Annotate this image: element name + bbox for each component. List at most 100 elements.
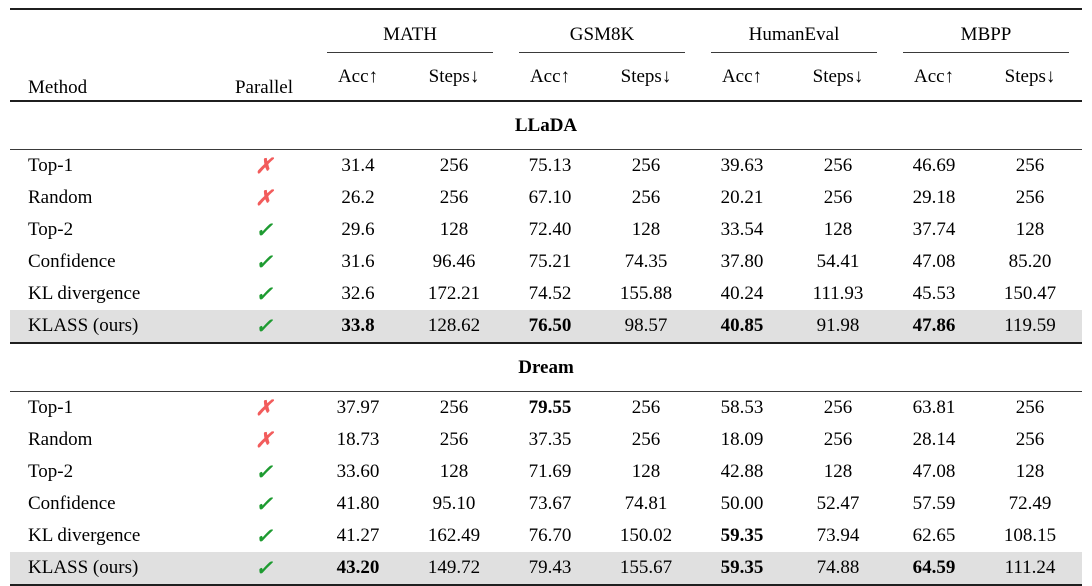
- value-cell: 64.59: [890, 552, 979, 586]
- value-cell: 128.62: [402, 310, 506, 343]
- value-cell: 79.43: [506, 552, 594, 586]
- col-header-steps: Steps↓: [1004, 66, 1056, 87]
- col-header-acc: Acc↑: [913, 66, 955, 87]
- table-row: KL divergence ✓ 41.27 162.49 76.70 150.02 59.3…: [10, 520, 1082, 552]
- col-header-steps: Steps↓: [428, 66, 480, 87]
- table-row: Confidence ✓ 31.6 96.46 75.21 74.35 37.80 54.41…: [10, 246, 1082, 278]
- value-cell: 73.67: [528, 493, 572, 514]
- col-group-mbpp-label: MBPP: [903, 24, 1070, 53]
- table-row: KLASS (ours) ✓ 33.8 128.62 76.50 98.57 40.85 91…: [10, 310, 1083, 343]
- col-header-acc: Acc↑: [721, 66, 763, 87]
- value-cell: 172.21: [427, 283, 481, 304]
- table-row: Random ✗ 26.2 256 67.10 256 20.21 256 29.18 256: [10, 182, 1082, 214]
- value-cell: 47.86: [890, 310, 979, 343]
- value-cell: 128: [823, 219, 853, 240]
- value-cell: 50.00: [720, 493, 764, 514]
- value-cell: 29.18: [912, 187, 956, 208]
- value-cell: 128: [823, 461, 853, 482]
- value-cell: 96.46: [432, 251, 476, 272]
- value-cell: 128: [631, 219, 661, 240]
- value-cell: 91.98: [786, 310, 891, 343]
- value-cell: 128: [631, 461, 661, 482]
- col-group-gsm8k: GSM8K: [506, 9, 698, 54]
- check-icon: ✓: [255, 523, 273, 548]
- table-row: Top-1 ✗ 37.97 256 79.55 256 58.53 256 63.81 256: [10, 392, 1082, 425]
- value-cell: 150.02: [619, 525, 673, 546]
- col-group-mbpp: MBPP: [890, 9, 1082, 54]
- value-cell: 98.57: [594, 310, 698, 343]
- value-cell: 63.81: [912, 397, 956, 418]
- method-cell: Top-1: [28, 397, 74, 418]
- table-body: LLaDA Top-1 ✗ 31.4 256 75.13 256 39.63 256 46.69 2…: [10, 100, 1083, 586]
- value-cell: 41.27: [336, 525, 380, 546]
- check-icon: ✓: [255, 217, 273, 242]
- check-icon: ✓: [255, 249, 273, 274]
- cross-icon: ✗: [255, 427, 273, 452]
- value-cell: 85.20: [1008, 251, 1052, 272]
- value-cell: 40.24: [720, 283, 764, 304]
- value-cell: 74.81: [624, 493, 668, 514]
- value-cell: 33.60: [336, 461, 380, 482]
- value-cell: 76.50: [506, 310, 594, 343]
- value-cell: 256: [823, 187, 853, 208]
- value-cell: 111.24: [978, 552, 1083, 586]
- section-band-dream: Dream: [10, 342, 1083, 392]
- method-cell: Random: [28, 187, 93, 208]
- cross-icon: ✗: [255, 153, 273, 178]
- value-cell: 28.14: [912, 429, 956, 450]
- col-header-parallel: Parallel: [234, 77, 294, 98]
- col-header-steps: Steps↓: [812, 66, 864, 87]
- table-row: Random ✗ 18.73 256 37.35 256 18.09 256 28.14 256: [10, 424, 1082, 456]
- value-cell: 29.6: [341, 219, 375, 240]
- value-cell: 256: [631, 155, 661, 176]
- check-icon: ✓: [214, 310, 314, 343]
- value-cell: 128: [439, 219, 469, 240]
- value-cell: 256: [823, 155, 853, 176]
- value-cell: 79.55: [528, 397, 572, 418]
- col-group-math-label: MATH: [327, 24, 493, 53]
- check-icon: ✓: [255, 281, 273, 306]
- value-cell: 57.59: [912, 493, 956, 514]
- value-cell: 256: [1015, 397, 1045, 418]
- value-cell: 256: [1015, 155, 1045, 176]
- table-row: KLASS (ours) ✓ 43.20 149.72 79.43 155.67 59.35…: [10, 552, 1083, 586]
- value-cell: 39.63: [720, 155, 764, 176]
- check-icon: ✓: [214, 552, 314, 586]
- col-header-acc: Acc↑: [529, 66, 571, 87]
- section-title: Dream: [10, 342, 1083, 392]
- results-table: Method Parallel MATH GSM8K HumanEval MBP…: [10, 8, 1083, 586]
- col-header-method: Method: [28, 77, 88, 98]
- value-cell: 155.88: [619, 283, 673, 304]
- col-header-acc: Acc↑: [337, 66, 379, 87]
- value-cell: 45.53: [912, 283, 956, 304]
- value-cell: 155.67: [594, 552, 698, 586]
- value-cell: 256: [823, 429, 853, 450]
- value-cell: 256: [439, 187, 469, 208]
- value-cell: 46.69: [912, 155, 956, 176]
- value-cell: 256: [439, 429, 469, 450]
- value-cell: 37.35: [528, 429, 572, 450]
- method-cell: Confidence: [28, 493, 116, 514]
- value-cell: 111.93: [812, 283, 864, 304]
- value-cell: 256: [439, 155, 469, 176]
- value-cell: 41.80: [336, 493, 380, 514]
- value-cell: 162.49: [427, 525, 481, 546]
- method-cell: Top-2: [28, 219, 74, 240]
- value-cell: 59.35: [698, 552, 786, 586]
- value-cell: 74.52: [528, 283, 572, 304]
- value-cell: 20.21: [720, 187, 764, 208]
- value-cell: 76.70: [528, 525, 572, 546]
- method-cell: Random: [28, 429, 93, 450]
- value-cell: 42.88: [720, 461, 764, 482]
- value-cell: 74.35: [624, 251, 668, 272]
- value-cell: 256: [631, 187, 661, 208]
- value-cell: 47.08: [912, 461, 956, 482]
- table-row: Top-1 ✗ 31.4 256 75.13 256 39.63 256 46.69 256: [10, 150, 1082, 183]
- value-cell: 256: [631, 429, 661, 450]
- value-cell: 256: [1015, 429, 1045, 450]
- value-cell: 150.47: [1003, 283, 1057, 304]
- value-cell: 119.59: [978, 310, 1083, 343]
- method-cell: KL divergence: [28, 283, 141, 304]
- value-cell: 31.4: [341, 155, 375, 176]
